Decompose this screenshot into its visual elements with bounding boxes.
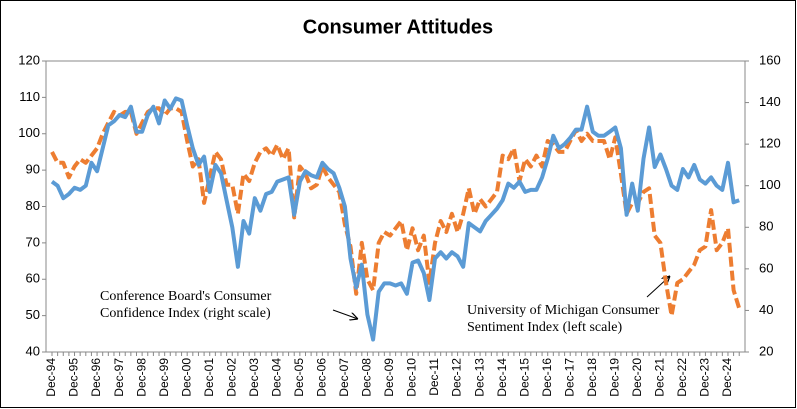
y2-tick-label: 40 (759, 302, 773, 317)
annotation: Confidence Index (right scale) (100, 306, 271, 321)
x-tick-label: Dec-22 (675, 358, 689, 397)
chart-title: Consumer Attitudes (303, 16, 493, 38)
x-tick-label: Dec-05 (292, 358, 306, 397)
x-tick-label: Dec-17 (562, 358, 576, 397)
x-tick-label: Dec-20 (630, 358, 644, 397)
x-tick-label: Dec-01 (202, 358, 216, 397)
x-tick-label: Dec-15 (517, 358, 531, 397)
series-line (50, 96, 740, 342)
x-tick-label: Dec-07 (337, 358, 351, 397)
x-tick-label: Dec-00 (179, 358, 193, 397)
x-tick-label: Dec-99 (157, 358, 171, 397)
x-tick-label: Dec-12 (450, 358, 464, 397)
y-tick-label: 40 (26, 343, 40, 358)
annotation: Conference Board's Consumer (100, 289, 272, 304)
y2-tick-label: 80 (759, 219, 773, 234)
y-tick-label: 90 (26, 162, 40, 177)
x-tick-label: Dec-24 (720, 358, 734, 397)
y-tick-label: 50 (26, 307, 40, 322)
x-tick-label: Dec-04 (269, 358, 283, 397)
annotation-arrow (332, 309, 358, 319)
x-tick-label: Dec-08 (360, 358, 374, 397)
x-tick-label: Dec-23 (698, 358, 712, 397)
x-tick-label: Dec-11 (427, 358, 441, 396)
series-line (50, 106, 742, 318)
x-tick-label: Dec-06 (315, 358, 329, 397)
x-tick-label: Dec-94 (44, 358, 58, 397)
x-tick-label: Dec-10 (405, 358, 419, 397)
x-tick-label: Dec-03 (247, 358, 261, 397)
x-tick-label: Dec-16 (540, 358, 554, 397)
x-tick-label: Dec-97 (112, 358, 126, 397)
y-tick-label: 70 (26, 234, 40, 249)
y-tick-label: 80 (26, 198, 40, 213)
y-tick-label: 60 (26, 271, 40, 286)
x-tick-label: Dec-14 (495, 358, 509, 397)
y-tick-label: 110 (19, 89, 40, 104)
annotation: University of Michigan Consumer (467, 303, 660, 318)
y-tick-label: 100 (18, 125, 40, 140)
x-tick-label: Dec-95 (67, 358, 81, 397)
x-tick-label: Dec-96 (89, 358, 103, 397)
x-tick-label: Dec-19 (607, 358, 621, 397)
x-tick-label: Dec-13 (472, 358, 486, 397)
x-tick-label: Dec-09 (382, 358, 396, 397)
x-tick-label: Dec-02 (224, 358, 238, 397)
y2-tick-label: 20 (759, 343, 773, 358)
y2-tick-label: 100 (759, 177, 781, 192)
y2-tick-label: 120 (759, 136, 781, 151)
x-tick-label: Dec-18 (585, 358, 599, 397)
y2-tick-label: 60 (759, 260, 773, 275)
x-tick-label: Dec-21 (653, 358, 667, 397)
x-tick-label: Dec-98 (134, 358, 148, 397)
y2-tick-label: 140 (759, 94, 781, 109)
y2-tick-label: 160 (759, 52, 781, 67)
annotation: Sentiment Index (left scale) (467, 320, 622, 335)
y-tick-label: 120 (18, 52, 40, 67)
